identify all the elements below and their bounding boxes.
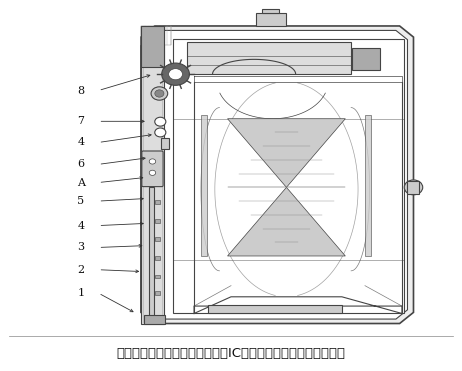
Text: A: A [77, 178, 85, 187]
Text: 3: 3 [77, 243, 85, 252]
Bar [141, 26, 164, 67]
Circle shape [149, 159, 156, 164]
Bar [161, 138, 169, 149]
Bar [187, 42, 351, 74]
Bar [149, 187, 154, 317]
Polygon shape [227, 119, 346, 187]
Bar [155, 256, 160, 260]
Bar [144, 315, 165, 324]
Bar [407, 181, 419, 194]
Bar [141, 26, 164, 324]
Text: 2: 2 [77, 265, 85, 275]
Bar [155, 200, 160, 204]
Circle shape [149, 170, 156, 175]
Circle shape [162, 63, 189, 85]
Circle shape [155, 128, 166, 137]
FancyBboxPatch shape [142, 151, 163, 187]
Bar [143, 28, 162, 322]
Bar [262, 9, 279, 13]
Text: 4: 4 [77, 138, 85, 147]
Bar [155, 291, 160, 295]
Polygon shape [227, 187, 346, 256]
Polygon shape [141, 26, 413, 324]
Circle shape [169, 69, 182, 80]
Bar [173, 39, 404, 313]
Circle shape [155, 117, 166, 126]
Circle shape [151, 87, 168, 100]
Bar [155, 275, 160, 278]
Text: 8: 8 [77, 86, 85, 95]
Text: 6: 6 [77, 160, 85, 169]
Circle shape [155, 90, 164, 97]
Bar [155, 219, 160, 223]
Text: 4: 4 [77, 221, 85, 230]
Bar [141, 26, 171, 45]
Bar [365, 115, 371, 256]
Bar [155, 237, 160, 241]
Bar [208, 305, 342, 313]
Circle shape [404, 180, 423, 195]
Polygon shape [147, 30, 407, 319]
Text: 5: 5 [77, 196, 85, 206]
Text: 图为本实用新型具体实施例中的IC卡燃气表侧向剖视结构示意图: 图为本实用新型具体实施例中的IC卡燃气表侧向剖视结构示意图 [116, 347, 346, 360]
Text: 1: 1 [77, 288, 85, 298]
Text: 7: 7 [77, 116, 85, 126]
Bar [352, 48, 380, 70]
Bar [256, 13, 286, 26]
Bar [201, 115, 207, 256]
